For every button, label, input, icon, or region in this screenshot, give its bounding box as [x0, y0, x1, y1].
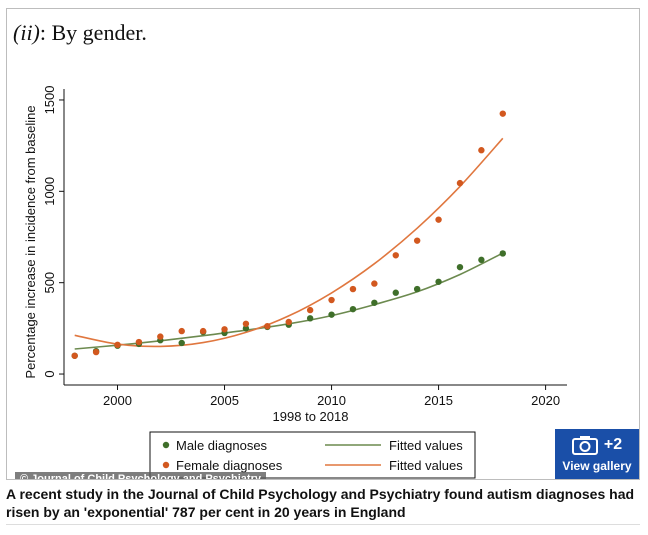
female-diagnosis-point: [242, 320, 250, 327]
male-diagnosis-point: [456, 263, 464, 271]
male-diagnosis-point: [306, 315, 314, 322]
female-diagnosis-point: [92, 348, 100, 356]
female-diagnosis-point: [71, 352, 78, 359]
female-fitted-line: [74, 137, 504, 348]
legend-box: [149, 431, 476, 479]
female-diagnosis-point: [264, 322, 271, 330]
female-diagnosis-point: [285, 318, 292, 326]
x-tick-label: 2015: [424, 393, 453, 408]
image-credit: © Journal of Child Psychology and Psychi…: [15, 472, 266, 479]
female-diagnosis-point: [371, 280, 378, 287]
male-diagnosis-point: [349, 305, 357, 313]
male-diagnosis-point: [242, 325, 250, 332]
female-diagnosis-point: [114, 341, 121, 349]
male-fitted-line: [74, 252, 504, 350]
female-diagnosis-point: [199, 327, 207, 335]
female-diagnosis-point: [349, 285, 357, 293]
female-diagnosis-point: [328, 296, 335, 304]
female-diagnosis-point: [392, 252, 399, 259]
panel-label-number: (ii): [13, 20, 40, 45]
male-diagnosis-point: [499, 250, 506, 257]
male-diagnosis-point: [371, 299, 378, 306]
x-tick-label: 2000: [103, 393, 132, 408]
y-tick-label: 1500: [42, 86, 57, 115]
gallery-top-row: +2: [555, 435, 639, 455]
female-diagnosis-point: [178, 327, 185, 335]
chart-plot: 0 500 1000 1500 2000 2005 2010 2015 2020 1998 to …: [23, 86, 567, 479]
male-diagnosis-point: [178, 339, 185, 347]
male-diagnosis-point: [435, 278, 442, 285]
legend-label: Female diagnoses: [176, 458, 283, 473]
legend-marker: [162, 441, 170, 449]
x-axis-label: 1998 to 2018: [273, 409, 349, 424]
male-diagnosis-point: [413, 285, 421, 293]
x-tick-label: 2020: [531, 393, 560, 408]
y-tick-label: 1000: [42, 177, 57, 206]
caption-divider: [6, 524, 640, 525]
female-diagnosis-point: [221, 326, 228, 333]
female-diagnosis-point: [478, 147, 485, 154]
y-tick-label: 0: [42, 370, 57, 377]
gallery-count: +2: [603, 436, 623, 453]
female-diagnosis-point: [135, 338, 143, 346]
figure-caption: A recent study in the Journal of Child P…: [6, 486, 635, 520]
gallery-label: View gallery: [562, 459, 632, 473]
panel-label: (ii): By gender.: [13, 20, 147, 46]
female-diagnosis-point: [413, 237, 421, 244]
male-diagnosis-point: [328, 311, 335, 318]
x-tick-label: 2005: [210, 393, 239, 408]
view-gallery-button[interactable]: +2 View gallery: [555, 429, 639, 479]
female-diagnosis-point: [435, 216, 442, 223]
male-diagnosis-point: [478, 256, 485, 264]
y-tick-label: 500: [42, 272, 57, 294]
legend-label: Fitted values: [389, 458, 463, 473]
x-tick-label: 2010: [317, 393, 346, 408]
legend-marker: [162, 461, 170, 469]
female-diagnosis-point: [499, 110, 506, 117]
legend-label: Male diagnoses: [176, 438, 268, 453]
legend-label: Fitted values: [389, 438, 463, 453]
male-diagnosis-point: [392, 289, 399, 296]
chart-figure: (ii): By gender. 0 500 1000 1500 2000 2005 201…: [6, 8, 640, 480]
female-diagnosis-point: [157, 333, 164, 340]
female-diagnosis-point: [306, 306, 314, 314]
y-axis-label: Percentage increase in incidence from ba…: [23, 105, 38, 378]
panel-label-text: : By gender.: [39, 20, 147, 45]
camera-icon: [571, 436, 598, 455]
female-diagnosis-point: [456, 179, 464, 187]
